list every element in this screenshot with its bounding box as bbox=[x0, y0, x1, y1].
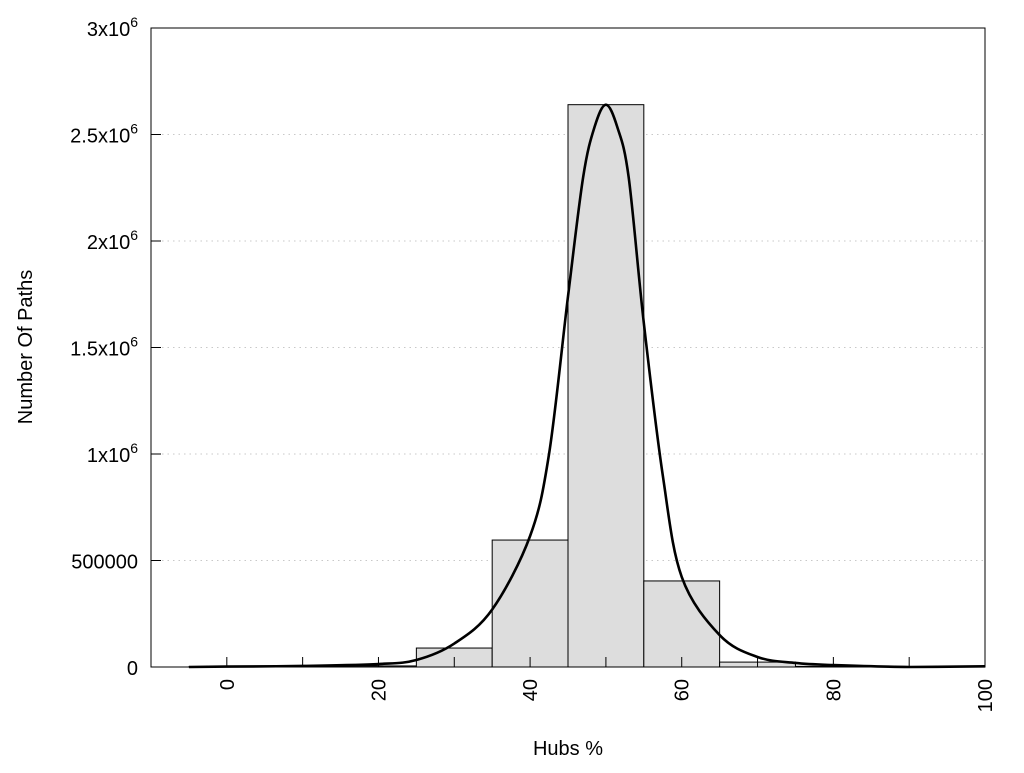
bars bbox=[189, 105, 985, 667]
y-tick-label-exponent: 6 bbox=[130, 440, 138, 456]
bar bbox=[568, 105, 644, 667]
y-tick-label-exponent: 6 bbox=[130, 14, 138, 30]
x-tick-label: 60 bbox=[672, 679, 694, 701]
y-tick-label: 2.5x106 bbox=[70, 121, 138, 148]
y-tick-label: 1.5x106 bbox=[70, 334, 138, 361]
y-tick-label: 2x106 bbox=[87, 227, 138, 254]
y-tick-label-base: 500000 bbox=[71, 552, 138, 574]
bar bbox=[492, 540, 568, 667]
y-tick-label-base: 1.5x10 bbox=[70, 339, 130, 361]
x-tick-labels: 0 20 40 60 80 100 bbox=[217, 679, 997, 712]
x-tick-label: 0 bbox=[217, 679, 239, 690]
x-tick-label: 40 bbox=[520, 679, 542, 701]
y-tick-label: 3x106 bbox=[87, 14, 138, 41]
y-tick-label-base: 2x10 bbox=[87, 232, 130, 254]
y-tick-label: 500000 bbox=[71, 552, 138, 574]
x-tick-label: 80 bbox=[823, 679, 845, 701]
y-tick-label-exponent: 6 bbox=[130, 334, 138, 350]
y-tick-label-base: 1x10 bbox=[87, 445, 130, 467]
y-axis-label: Number Of Paths bbox=[15, 270, 37, 425]
y-tick-label: 1x106 bbox=[87, 440, 138, 467]
x-tick-label: 20 bbox=[368, 679, 390, 701]
y-tick-label-exponent: 6 bbox=[130, 121, 138, 137]
y-tick-label-exponent: 6 bbox=[130, 227, 138, 243]
y-tick-label-base: 0 bbox=[127, 658, 138, 680]
y-tick-label: 0 bbox=[127, 658, 138, 680]
x-tick-label: 100 bbox=[975, 679, 997, 712]
x-axis-label: Hubs % bbox=[533, 738, 603, 760]
y-tick-label-base: 3x10 bbox=[87, 19, 130, 41]
y-tick-label-base: 2.5x10 bbox=[70, 126, 130, 148]
